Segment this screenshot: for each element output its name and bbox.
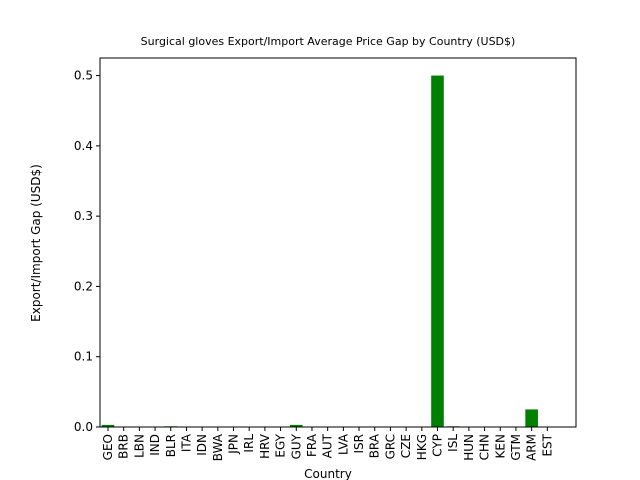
x-tick-label: CYP	[430, 434, 444, 457]
bar	[101, 424, 115, 427]
y-tick-label: 0.0	[74, 420, 93, 434]
y-tick-label: 0.2	[74, 279, 93, 293]
x-tick-label: ISR	[352, 434, 366, 454]
x-tick-label: ARM	[525, 434, 539, 461]
x-tick-label: HUN	[462, 434, 476, 461]
x-tick-label: EST	[540, 433, 554, 456]
x-tick-label: IND	[148, 434, 162, 456]
bar	[525, 409, 538, 427]
x-tick-label: HKG	[415, 434, 429, 460]
x-tick-label: HRV	[258, 433, 272, 459]
x-tick-label: LVA	[336, 433, 350, 455]
x-tick-label: GRC	[383, 434, 397, 459]
y-tick-label: 0.3	[74, 209, 93, 223]
x-tick-label: ITA	[179, 433, 193, 452]
x-tick-label: LBN	[132, 434, 146, 458]
x-tick-label: BRB	[117, 434, 131, 459]
y-tick-label: 0.1	[74, 350, 93, 364]
x-tick-label: GEO	[101, 434, 115, 460]
x-tick-label: EGY	[274, 433, 288, 457]
x-tick-label: KEN	[493, 434, 507, 458]
x-tick-label: BRA	[368, 433, 382, 458]
y-tick-label: 0.5	[74, 69, 93, 83]
x-tick-label: AUT	[321, 433, 335, 458]
x-tick-label: GTM	[509, 434, 523, 461]
x-tick-label: GUY	[289, 433, 303, 459]
y-tick-label: 0.4	[74, 139, 93, 153]
x-tick-label: ISL	[446, 434, 460, 452]
x-tick-label: BWA	[211, 433, 225, 461]
bar	[431, 75, 444, 428]
x-tick-label: CZE	[399, 434, 413, 458]
x-tick-label: JPN	[227, 434, 241, 455]
x-axis-label: Country	[304, 467, 352, 480]
x-tick-label: IRL	[242, 434, 256, 453]
x-tick-label: CHN	[478, 434, 492, 460]
y-axis-label: Export/Import Gap (USD$)	[29, 164, 43, 322]
bar	[289, 424, 303, 427]
x-tick-label: BLR	[164, 434, 178, 457]
plot-frame	[99, 57, 577, 428]
chart-title: Surgical gloves Export/Import Average Pr…	[141, 35, 516, 48]
x-tick-label: IDN	[195, 434, 209, 456]
x-tick-label: FRA	[305, 433, 319, 457]
